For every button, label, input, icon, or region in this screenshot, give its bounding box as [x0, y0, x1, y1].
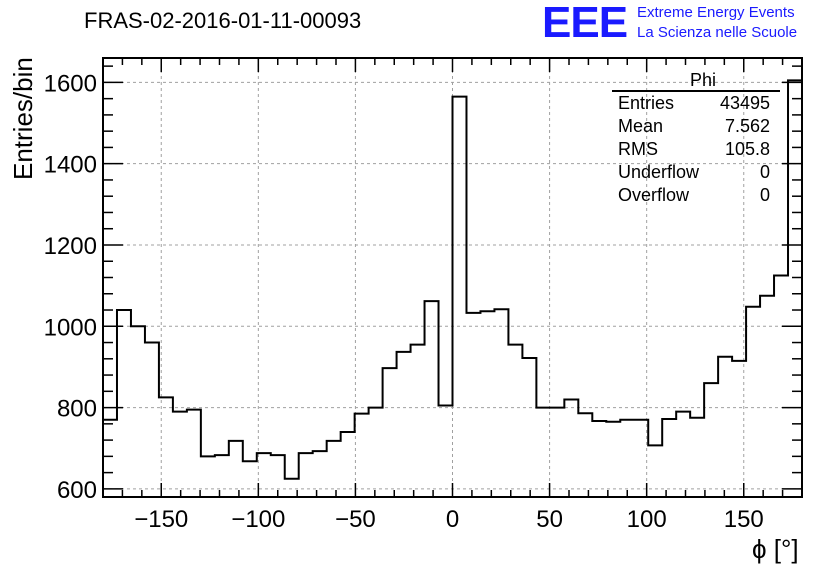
y-tick-label: 1600 [44, 70, 97, 97]
x-tick-label: 50 [536, 506, 563, 533]
y-axis-label: Entries/bin [8, 57, 38, 180]
histogram-series [102, 79, 802, 497]
chart-title: FRAS-02-2016-01-11-00093 [84, 8, 362, 33]
x-tick-label: 100 [627, 506, 667, 533]
axis-ticks [102, 58, 803, 497]
stats-label: Underflow [618, 162, 700, 182]
y-tick-label: 1200 [44, 233, 97, 260]
stats-value: 0 [759, 162, 770, 182]
x-tick-label: −150 [134, 506, 188, 533]
y-tick-label: 800 [57, 396, 97, 423]
axis-tick-labels: −150 −100 −50 0 50 100 150 600 800 1000 1200 1400 16… [44, 70, 764, 533]
x-tick-label: −50 [335, 506, 376, 533]
stats-row-rms: RMS 105.8 [612, 138, 780, 161]
x-tick-label: 0 [446, 506, 459, 533]
x-tick-label: 150 [724, 506, 764, 533]
stats-label: RMS [618, 139, 658, 159]
y-tick-label: 1000 [44, 314, 97, 341]
eee-logo: EEE [542, 0, 628, 47]
logo-line-2: La Scienza nelle Scuole [637, 24, 798, 41]
stats-value: 105.8 [724, 139, 770, 159]
stats-row-underflow: Underflow 0 [612, 161, 780, 184]
stats-value: 7.562 [724, 116, 770, 136]
x-axis-label: ϕ [°] [752, 534, 799, 564]
stats-row-mean: Mean 7.562 [612, 115, 780, 138]
stats-value: 43495 [719, 93, 770, 113]
y-tick-label: 1400 [44, 152, 97, 179]
stats-title: Phi [612, 70, 780, 92]
stats-row-entries: Entries 43495 [612, 92, 780, 115]
stats-label: Overflow [618, 185, 690, 205]
stats-box: Phi Entries 43495 Mean 7.562 RMS 105.8 U… [612, 70, 780, 207]
y-tick-label: 600 [57, 477, 97, 504]
stats-label: Entries [618, 93, 675, 113]
logo-line-1: Extreme Energy Events [637, 4, 795, 21]
stats-label: Mean [618, 116, 664, 136]
x-tick-label: −100 [231, 506, 285, 533]
stats-value: 0 [759, 185, 770, 205]
stats-row-overflow: Overflow 0 [612, 184, 780, 207]
